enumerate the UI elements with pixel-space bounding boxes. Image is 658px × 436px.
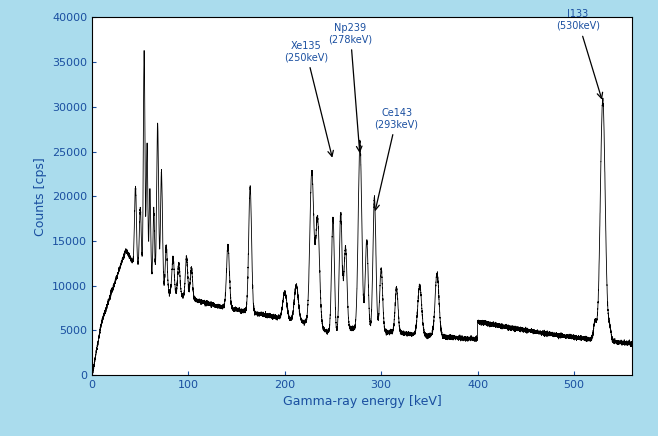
Text: I133
(530keV): I133 (530keV) — [556, 9, 603, 99]
Text: Xe135
(250keV): Xe135 (250keV) — [284, 41, 334, 157]
X-axis label: Gamma-ray energy [keV]: Gamma-ray energy [keV] — [282, 395, 442, 409]
Text: Np239
(278keV): Np239 (278keV) — [328, 23, 372, 152]
Y-axis label: Counts [cps]: Counts [cps] — [34, 157, 47, 235]
Text: Ce143
(293keV): Ce143 (293keV) — [374, 108, 418, 210]
